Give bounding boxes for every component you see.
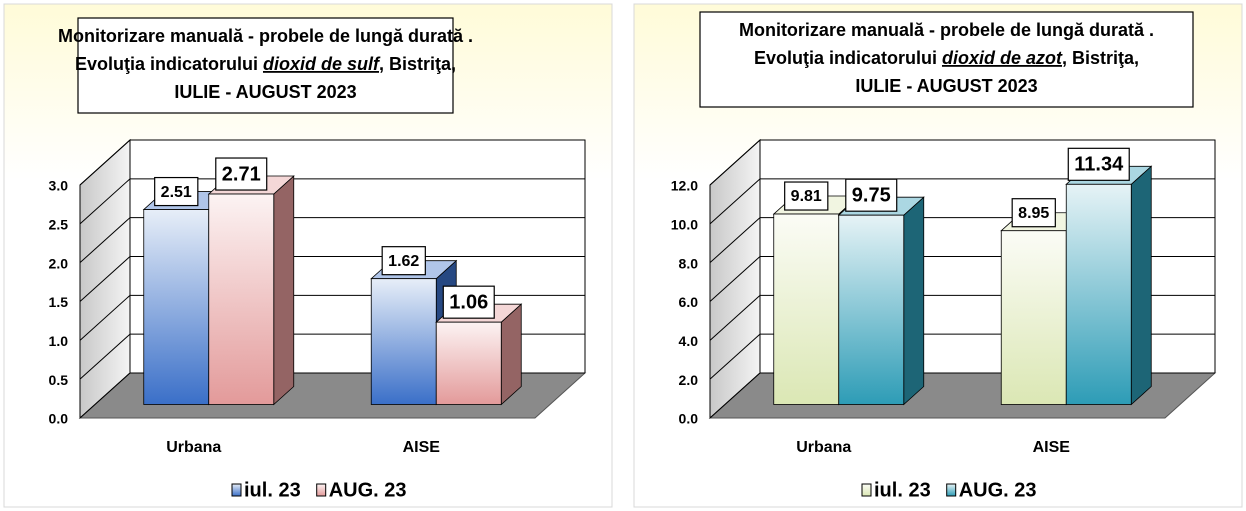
grid-line — [79, 178, 131, 225]
data-label-box: 9.81 — [784, 181, 829, 211]
y-tick-label: 6.0 — [679, 294, 699, 310]
data-label-frame — [845, 178, 898, 212]
data-label: 2.71 — [222, 163, 261, 185]
bar-front — [773, 213, 840, 405]
legend-label: AUG. 23 — [329, 479, 407, 501]
legend-label: iul. 23 — [244, 479, 301, 501]
legend-swatch — [861, 483, 872, 497]
y-tick-label: 0.0 — [49, 411, 69, 427]
title-text: Evoluţia indicatorului — [754, 48, 937, 68]
grid-line — [709, 139, 761, 186]
data-label: 1.62 — [388, 253, 419, 270]
chart-panel: 0.0 2.0 4.0 6.0 8.0 10.0 12.0 Urbana 9.81 9.75 AIS… — [633, 3, 1243, 508]
data-label: 11.34 — [1074, 154, 1124, 176]
grid-line — [709, 294, 761, 341]
bar-front — [143, 209, 210, 405]
data-label: 9.81 — [791, 188, 822, 205]
grid-line — [79, 294, 131, 341]
x-tick-label: AISE — [1033, 439, 1071, 456]
bar-front — [208, 193, 275, 405]
data-label-box: 8.95 — [1011, 198, 1056, 228]
legend-label: AUG. 23 — [959, 479, 1037, 501]
legend-swatch — [231, 483, 242, 497]
data-label: 9.75 — [852, 184, 891, 206]
data-label-frame — [442, 285, 495, 319]
title-line: Monitorizare manuală - probele de lungă … — [58, 26, 473, 46]
grid-line — [79, 256, 131, 302]
x-tick-label: AISE — [403, 439, 441, 456]
legend-swatch — [946, 483, 957, 497]
grid-line — [709, 372, 761, 419]
data-label-frame — [1067, 147, 1130, 181]
title-line: Evoluţia indicatorului dioxid de azot, Bi… — [754, 48, 1139, 68]
title-text: , Bistriţa, — [1062, 48, 1139, 68]
bar-front — [435, 321, 502, 405]
data-label-frame — [215, 157, 268, 191]
data-label-box: 1.62 — [381, 246, 426, 276]
data-label-frame — [1011, 198, 1056, 228]
y-tick-label: 0.0 — [679, 411, 699, 427]
title-text: , Bistriţa, — [379, 54, 456, 74]
title-line: Monitorizare manuală - probele de lungă … — [739, 20, 1154, 40]
title-text: Evoluţia indicatorului — [75, 54, 258, 74]
y-tick-label: 2.5 — [49, 217, 69, 233]
y-tick-label: 10.0 — [671, 217, 698, 233]
title-line: IULIE - AUGUST 2023 — [174, 82, 356, 102]
grid-line — [79, 333, 131, 380]
title-line: Evoluţia indicatorului dioxid de sulf, Bi… — [75, 54, 456, 74]
y-tick-label: 1.0 — [49, 333, 69, 349]
grid-line — [79, 139, 131, 186]
bar-front — [1065, 183, 1132, 405]
title-pollutant: dioxid de sulf — [263, 54, 381, 74]
grid-line — [709, 178, 761, 225]
data-label-frame — [381, 246, 426, 276]
grid-line — [79, 372, 131, 419]
bar-side — [903, 196, 925, 406]
data-label-frame — [154, 176, 199, 207]
legend-swatch — [316, 483, 327, 497]
bar — [435, 303, 523, 406]
bar-side — [273, 175, 295, 406]
x-tick-label: Urbana — [166, 439, 221, 456]
title-box — [699, 11, 1194, 108]
data-label: 2.51 — [161, 184, 192, 201]
title-box — [77, 17, 454, 114]
data-label-box: 9.75 — [845, 178, 898, 212]
grid-line — [709, 256, 761, 302]
grid-line — [709, 217, 761, 264]
data-label-box: 2.71 — [215, 157, 268, 191]
bar — [837, 196, 925, 406]
legend-label: iul. 23 — [874, 479, 931, 501]
bar-side — [1130, 165, 1152, 406]
data-label-frame — [784, 181, 829, 211]
data-label-box: 11.34 — [1067, 147, 1130, 181]
y-tick-label: 2.0 — [679, 372, 699, 388]
y-tick-label: 1.5 — [49, 294, 69, 310]
bar-front — [838, 214, 905, 405]
y-tick-label: 4.0 — [679, 333, 699, 349]
y-tick-label: 12.0 — [671, 178, 698, 194]
data-label-box: 2.51 — [154, 176, 199, 207]
x-tick-label: Urbana — [796, 439, 851, 456]
bar — [1065, 165, 1153, 406]
y-tick-label: 2.0 — [49, 255, 69, 271]
chart-panel: 0.0 0.5 1.0 1.5 2.0 2.5 3.0 Urbana 2.51 2.71 AISE 1… — [3, 3, 613, 508]
data-label: 1.06 — [449, 291, 488, 313]
bar-front — [1000, 230, 1067, 405]
grid-line — [79, 217, 131, 264]
title-pollutant: dioxid de azot — [942, 48, 1063, 68]
data-label-box: 1.06 — [442, 285, 495, 319]
bar-front — [370, 278, 437, 405]
grid-line — [709, 333, 761, 380]
y-tick-label: 0.5 — [49, 372, 69, 388]
y-tick-label: 8.0 — [679, 255, 699, 271]
data-label: 8.95 — [1018, 205, 1049, 222]
y-tick-label: 3.0 — [49, 178, 69, 194]
bar — [207, 175, 295, 406]
title-line: IULIE - AUGUST 2023 — [855, 76, 1037, 96]
